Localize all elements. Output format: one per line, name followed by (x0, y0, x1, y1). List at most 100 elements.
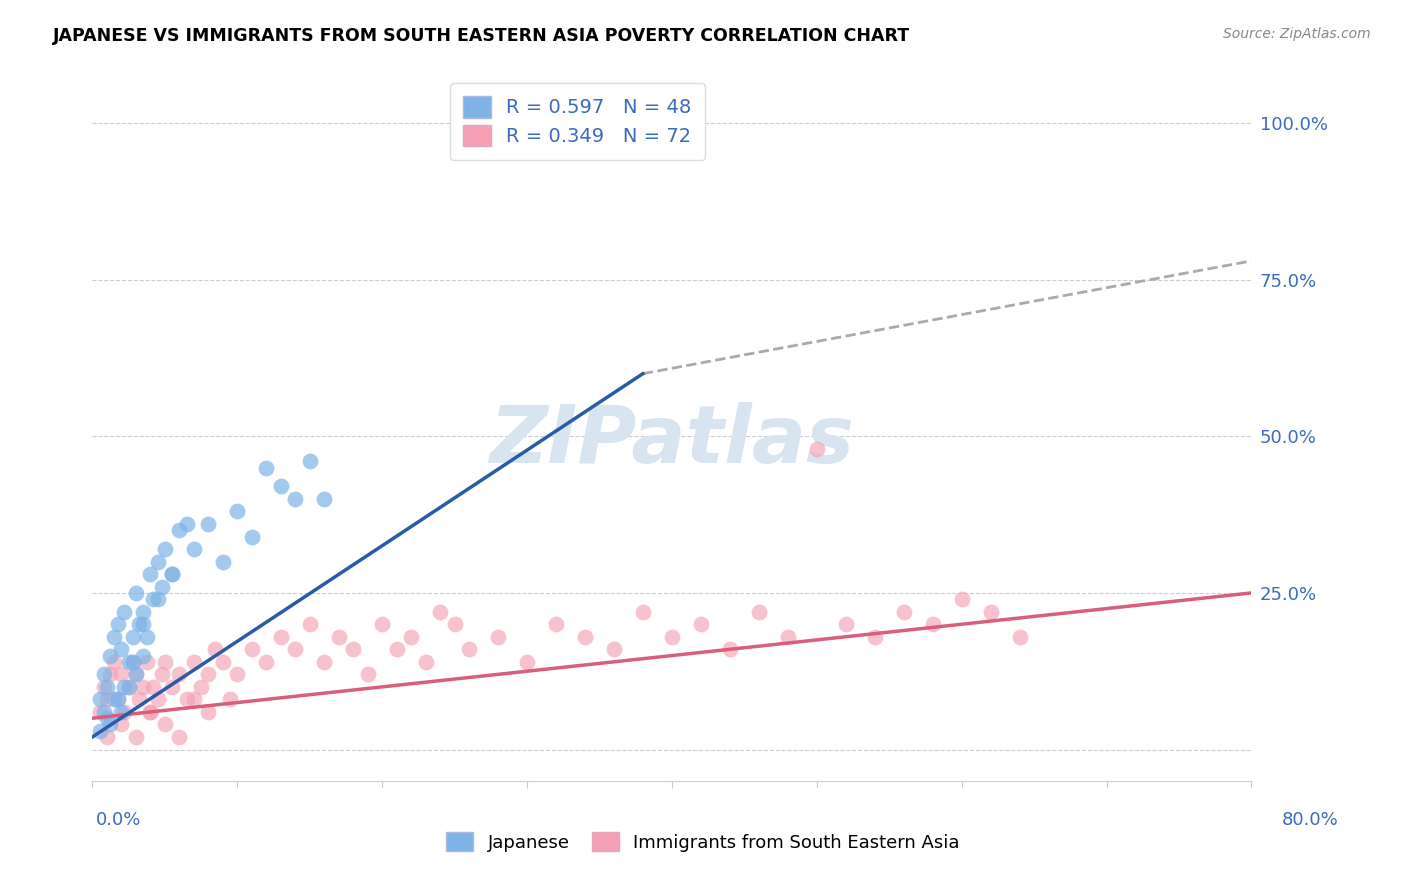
Point (415, 655, 437, 669)
Point (122, 655, 145, 669)
Point (342, 642, 364, 657)
Point (160, 567, 183, 582)
Point (356, 667, 378, 681)
Point (240, 530, 263, 544)
Point (197, 705, 219, 719)
Point (399, 630, 422, 644)
Point (96, 692, 118, 706)
Point (103, 692, 125, 706)
Point (284, 491, 307, 506)
Point (458, 642, 481, 657)
Point (128, 692, 150, 706)
Point (122, 630, 145, 644)
Point (183, 655, 205, 669)
Point (689, 617, 711, 632)
Point (516, 655, 538, 669)
Point (211, 655, 233, 669)
Point (328, 630, 350, 644)
Point (125, 586, 148, 600)
Point (89, 705, 111, 719)
Text: Source: ZipAtlas.com: Source: ZipAtlas.com (1223, 27, 1371, 41)
Point (240, 642, 263, 657)
Point (89, 692, 111, 706)
Point (117, 655, 139, 669)
Point (96, 711, 118, 725)
Point (98, 667, 121, 681)
Point (776, 630, 799, 644)
Point (89, 723, 111, 738)
Point (718, 642, 741, 657)
Point (1008, 630, 1031, 644)
Point (150, 667, 173, 681)
Point (107, 692, 129, 706)
Point (136, 630, 159, 644)
Point (139, 567, 162, 582)
Point (863, 630, 886, 644)
Point (146, 592, 169, 607)
Point (132, 680, 155, 694)
Point (893, 605, 915, 619)
Point (429, 605, 451, 619)
Point (835, 617, 858, 632)
Point (631, 116, 654, 130)
Point (107, 617, 129, 632)
Point (110, 667, 132, 681)
Point (160, 567, 183, 582)
Point (139, 705, 162, 719)
Point (112, 680, 135, 694)
Point (167, 667, 190, 681)
Point (142, 592, 165, 607)
Point (748, 605, 770, 619)
Point (183, 542, 205, 557)
Point (167, 730, 190, 744)
Point (125, 667, 148, 681)
Text: JAPANESE VS IMMIGRANTS FROM SOUTH EASTERN ASIA POVERTY CORRELATION CHART: JAPANESE VS IMMIGRANTS FROM SOUTH EASTER… (53, 27, 911, 45)
Point (132, 617, 155, 632)
Point (176, 516, 198, 531)
Point (117, 680, 139, 694)
Point (270, 479, 292, 493)
Point (298, 617, 321, 632)
Point (112, 605, 135, 619)
Point (314, 491, 336, 506)
Point (284, 642, 307, 657)
Point (950, 592, 973, 607)
Point (110, 642, 132, 657)
Point (167, 523, 190, 537)
Point (132, 605, 155, 619)
Point (486, 630, 509, 644)
Point (93, 680, 115, 694)
Point (661, 630, 683, 644)
Text: 0.0%: 0.0% (96, 811, 141, 829)
Point (298, 454, 321, 468)
Point (197, 667, 219, 681)
Point (160, 680, 183, 694)
Point (96, 730, 118, 744)
Point (544, 617, 567, 632)
Point (314, 655, 336, 669)
Point (125, 730, 148, 744)
Point (98, 648, 121, 663)
Point (371, 617, 394, 632)
Text: ZIPatlas: ZIPatlas (489, 402, 855, 480)
Point (226, 504, 249, 518)
Point (153, 717, 176, 731)
Point (107, 692, 129, 706)
Point (128, 617, 150, 632)
Point (603, 642, 626, 657)
Point (254, 655, 277, 669)
Point (125, 667, 148, 681)
Point (112, 705, 135, 719)
Point (93, 667, 115, 681)
Point (139, 705, 162, 719)
Point (136, 655, 159, 669)
Point (385, 642, 408, 657)
Point (103, 655, 125, 669)
Point (153, 655, 176, 669)
Point (110, 717, 132, 731)
Point (103, 630, 125, 644)
Point (197, 516, 219, 531)
Point (631, 605, 654, 619)
Point (146, 692, 169, 706)
Point (806, 442, 828, 456)
